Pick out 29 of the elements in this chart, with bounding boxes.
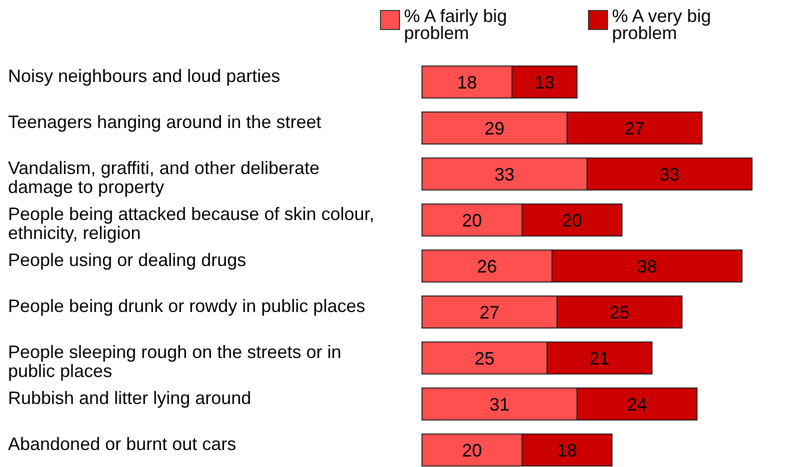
data-label: 20 <box>462 440 482 460</box>
data-label: 20 <box>562 210 582 230</box>
data-label: 33 <box>659 164 680 184</box>
y-tick-label: Noisy neighbours and loud parties <box>8 66 280 86</box>
legend-label: % A very big problem <box>612 6 712 43</box>
y-tick-label: People sleeping rough on the streets or in public places <box>8 342 342 381</box>
data-label: 27 <box>479 302 500 322</box>
legend-label: % A fairly big problem <box>404 6 508 43</box>
y-tick-label: Rubbish and litter lying around <box>8 388 252 408</box>
y-tick-label: People using or dealing drugs <box>8 250 246 270</box>
data-label: 18 <box>556 440 578 460</box>
y-tick-label: Abandoned or burnt out cars <box>8 434 236 454</box>
data-label: 26 <box>476 256 498 276</box>
y-tick-label: Teenagers hanging around in the street <box>8 112 322 132</box>
data-label: 25 <box>474 348 495 368</box>
data-label: 38 <box>636 256 658 276</box>
data-label: 21 <box>589 348 610 368</box>
y-tick-label: Vandalism, graffiti, and other deliberate damage to property <box>8 158 320 197</box>
data-label: 13 <box>534 72 555 92</box>
y-tick-label: People being attacked because of skin colour, ethnicity, religion <box>8 204 374 243</box>
y-tick-label: People being drunk or rowdy in public places <box>8 296 366 316</box>
data-label: 18 <box>456 72 478 92</box>
data-label: 29 <box>484 118 505 138</box>
data-label: 31 <box>489 394 510 414</box>
data-label: 27 <box>624 118 645 138</box>
data-label: 24 <box>626 394 648 414</box>
data-label: 20 <box>462 210 482 230</box>
data-label: 25 <box>609 302 630 322</box>
data-label: 33 <box>494 164 515 184</box>
